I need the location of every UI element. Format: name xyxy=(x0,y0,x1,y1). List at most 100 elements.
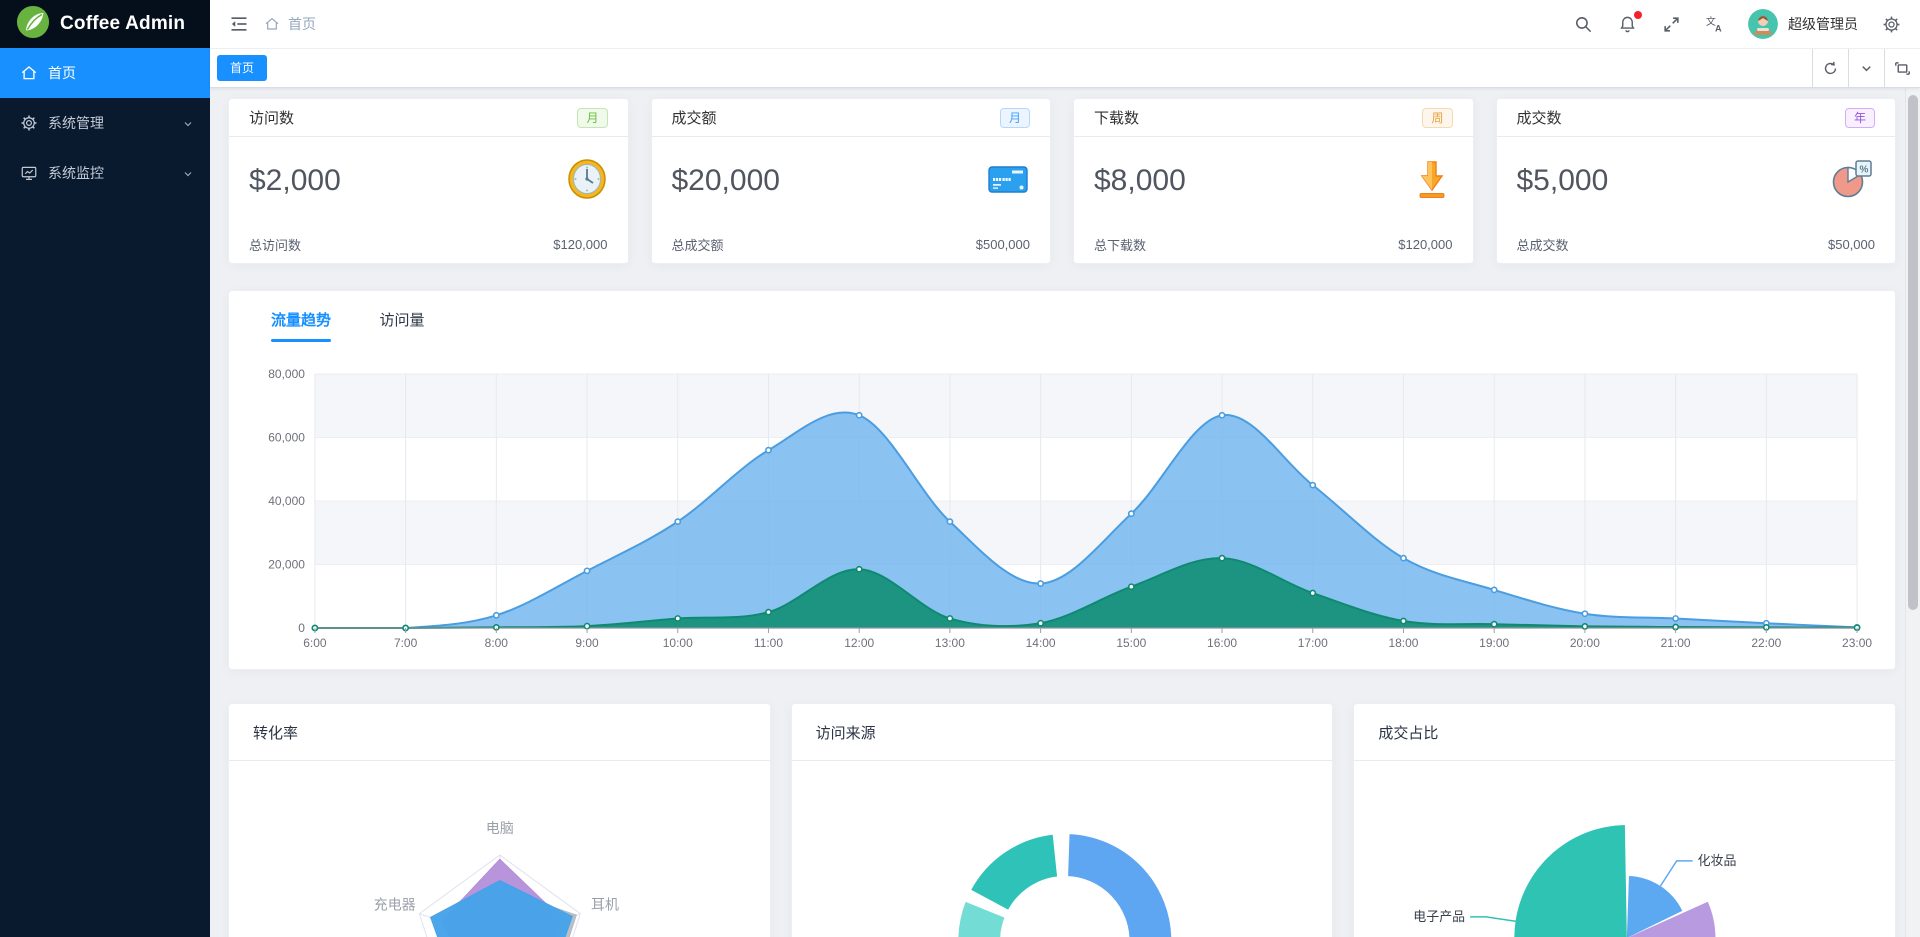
tab-controls xyxy=(1812,48,1920,88)
breadcrumb[interactable]: 首页 xyxy=(264,14,316,34)
period-badge: 周 xyxy=(1422,107,1453,128)
svg-text:60,000: 60,000 xyxy=(268,430,305,444)
deal-share-card: 成交占比 化妆品电子产品 xyxy=(1353,703,1897,937)
stat-footer-value: $50,000 xyxy=(1828,236,1875,252)
refresh-icon[interactable] xyxy=(1812,48,1848,88)
traffic-trend-chart: 0 20,000 40,000 60,000 80,000 6:00 7:00 8:00 9:0… xyxy=(268,367,1872,650)
period-badge: 年 xyxy=(1844,107,1875,128)
tabbar: 首页 xyxy=(210,48,1920,88)
notification-bell-icon[interactable] xyxy=(1616,11,1642,35)
home-icon xyxy=(20,64,38,82)
chevron-down-icon xyxy=(182,167,194,179)
tab-home[interactable]: 首页 xyxy=(217,55,268,81)
sidebar-menu: 首页 系统管理 xyxy=(0,48,210,198)
topbar-right: 文 A 超级管理员 xyxy=(1572,9,1902,39)
stat-footer-label: 总成交数 xyxy=(1516,237,1569,253)
svg-text:7:00: 7:00 xyxy=(394,636,418,650)
svg-text:23:00: 23:00 xyxy=(1842,636,1872,650)
stat-footer-value: $500,000 xyxy=(975,236,1030,252)
download-icon xyxy=(1411,157,1453,206)
user-menu[interactable]: 超级管理员 xyxy=(1748,9,1858,39)
sidebar-item-system-monitor[interactable]: 系统监控 xyxy=(0,148,210,198)
tab-visit-volume[interactable]: 访问量 xyxy=(379,312,425,329)
sidebar-item-label: 首页 xyxy=(48,65,76,81)
svg-text:12:00: 12:00 xyxy=(844,636,874,650)
page-scrollbar[interactable] xyxy=(1905,88,1920,937)
stat-title: 下载数 xyxy=(1094,110,1140,127)
card-title: 访问来源 xyxy=(791,704,1333,761)
translate-icon[interactable]: 文 A xyxy=(1704,13,1726,35)
tab-traffic-trend[interactable]: 流量趋势 xyxy=(271,309,332,342)
stat-footer-value: $120,000 xyxy=(553,236,608,252)
notification-dot xyxy=(1634,11,1642,19)
search-icon[interactable] xyxy=(1572,13,1594,35)
stat-footer-label: 总访问数 xyxy=(249,237,302,253)
traffic-trend-card: 流量趋势 访问量 0 20,000 40,000 60,000 80,000 6:00 7:… xyxy=(228,290,1896,670)
avatar xyxy=(1748,9,1778,39)
svg-text:A: A xyxy=(1715,24,1722,34)
svg-text:6:00: 6:00 xyxy=(303,636,327,650)
pie-percent-icon: % xyxy=(1829,158,1875,205)
svg-text:22:00: 22:00 xyxy=(1751,636,1781,650)
sidebar: Coffee Admin 首页 系统管理 xyxy=(0,0,210,937)
svg-text:15:00: 15:00 xyxy=(1116,636,1146,650)
svg-text:文: 文 xyxy=(1706,15,1716,28)
svg-text:13:00: 13:00 xyxy=(935,636,965,650)
main-column: 首页 xyxy=(210,0,1920,937)
svg-text:20,000: 20,000 xyxy=(268,557,305,571)
svg-text:20:00: 20:00 xyxy=(1570,636,1600,650)
credit-card-icon xyxy=(986,159,1030,204)
stat-card-turnover: 成交额 月 $20,000 xyxy=(650,98,1051,264)
bottom-row: 转化率 电脑 耳机 充电器 访问来源 成交占比 化妆品电子产品 xyxy=(228,703,1897,937)
svg-text:80,000: 80,000 xyxy=(268,367,305,381)
card-title: 转化率 xyxy=(229,704,770,761)
app-title: Coffee Admin xyxy=(60,13,186,34)
sidebar-fold-icon[interactable] xyxy=(228,13,250,35)
svg-text:0: 0 xyxy=(298,621,305,635)
settings-gear-icon[interactable] xyxy=(1880,13,1902,35)
stat-value: $2,000 xyxy=(249,164,341,197)
sidebar-item-label: 系统管理 xyxy=(48,115,104,131)
tabs-chevron-down-icon[interactable] xyxy=(1848,48,1884,88)
maximize-icon[interactable] xyxy=(1884,48,1920,88)
svg-text:14:00: 14:00 xyxy=(1026,636,1056,650)
svg-text:化妆品: 化妆品 xyxy=(1698,853,1737,868)
topbar: 首页 xyxy=(210,0,1920,49)
breadcrumb-home-icon xyxy=(265,17,279,30)
visit-source-donut-chart xyxy=(956,832,1173,937)
stat-footer-label: 总成交额 xyxy=(671,237,724,253)
spring-leaf-logo-icon xyxy=(16,5,50,44)
svg-text:9:00: 9:00 xyxy=(575,636,599,650)
svg-text:11:00: 11:00 xyxy=(754,636,783,650)
stat-card-visits: 访问数 月 $2,000 xyxy=(228,98,629,264)
svg-text:电子产品: 电子产品 xyxy=(1414,909,1466,924)
svg-text:21:00: 21:00 xyxy=(1661,636,1691,650)
sidebar-item-home[interactable]: 首页 xyxy=(0,48,210,98)
chevron-down-icon xyxy=(182,117,194,129)
stat-value: $5,000 xyxy=(1516,164,1609,197)
scrollbar-thumb[interactable] xyxy=(1908,95,1918,610)
card-title: 成交占比 xyxy=(1354,704,1896,761)
svg-text:10:00: 10:00 xyxy=(663,636,693,650)
svg-text:8:00: 8:00 xyxy=(485,636,509,650)
logo-bar: Coffee Admin xyxy=(0,0,210,48)
stat-footer-value: $120,000 xyxy=(1398,236,1453,252)
username: 超级管理员 xyxy=(1788,16,1858,32)
stat-row: 访问数 月 $2,000 xyxy=(228,98,1896,264)
sidebar-item-system-manage[interactable]: 系统管理 xyxy=(0,98,210,148)
stat-value: $20,000 xyxy=(671,164,780,197)
fullscreen-icon[interactable] xyxy=(1660,13,1682,35)
svg-text:17:00: 17:00 xyxy=(1298,636,1328,650)
topbar-left: 首页 xyxy=(228,13,316,35)
svg-text:耳机: 耳机 xyxy=(591,897,619,913)
stat-title: 成交数 xyxy=(1516,110,1562,127)
period-badge: 月 xyxy=(577,107,608,128)
svg-text:%: % xyxy=(1860,164,1869,175)
gear-icon xyxy=(20,114,38,132)
content: 访问数 月 $2,000 xyxy=(210,88,1920,937)
sidebar-item-label: 系统监控 xyxy=(48,165,104,181)
stat-card-deals: 成交数 年 $5,000 % xyxy=(1495,98,1896,264)
breadcrumb-label: 首页 xyxy=(288,16,316,32)
conversion-rate-card: 转化率 电脑 耳机 充电器 xyxy=(228,703,771,937)
